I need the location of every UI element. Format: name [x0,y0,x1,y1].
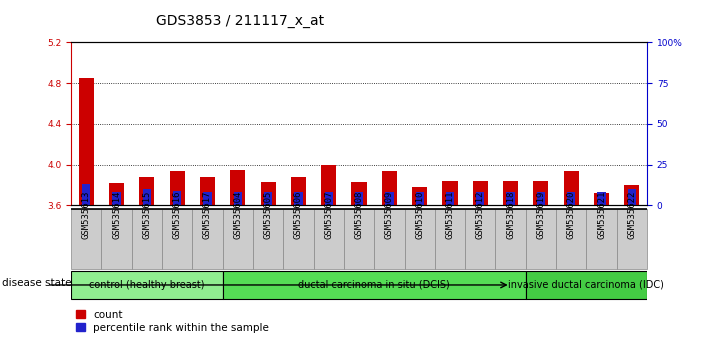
Text: GSM535616: GSM535616 [173,190,182,239]
Bar [533,181,548,205]
Text: invasive ductal carcinoma (IDC): invasive ductal carcinoma (IDC) [508,280,664,290]
Bar [82,184,90,205]
Bar [79,78,94,205]
Bar [597,192,606,205]
Text: GSM535605: GSM535605 [264,190,272,239]
Text: GSM535615: GSM535615 [142,190,151,239]
Bar [253,209,283,269]
Text: GSM535613: GSM535613 [82,190,91,239]
Bar [351,182,367,205]
Bar [173,191,181,205]
Text: GSM535608: GSM535608 [355,190,363,239]
Text: GSM535611: GSM535611 [446,190,454,239]
Text: GSM535607: GSM535607 [324,190,333,239]
Bar [537,192,545,205]
Bar [321,165,336,205]
Text: GSM535619: GSM535619 [536,190,545,239]
Text: disease state: disease state [2,278,72,289]
Bar [616,209,647,269]
Text: GSM535617: GSM535617 [203,190,212,239]
Bar [162,209,193,269]
Text: GSM535612: GSM535612 [476,190,485,239]
Bar [415,192,424,205]
Bar [139,177,154,205]
Text: GSM535621: GSM535621 [597,190,606,239]
Text: GSM535620: GSM535620 [567,190,576,239]
Bar [71,271,223,299]
Text: GDS3853 / 211117_x_at: GDS3853 / 211117_x_at [156,14,324,28]
Bar [473,181,488,205]
Bar [71,209,102,269]
Bar [109,183,124,205]
Bar [503,181,518,205]
Bar [344,209,374,269]
Bar [132,209,162,269]
Bar [314,209,344,269]
Bar [465,209,496,269]
Bar [624,185,639,205]
Bar [143,189,151,205]
Text: GSM535604: GSM535604 [233,190,242,239]
Bar [506,192,515,205]
Bar [496,209,525,269]
Bar [385,192,393,205]
Bar [382,171,397,205]
Legend: count, percentile rank within the sample: count, percentile rank within the sample [76,310,269,333]
Bar [264,192,272,205]
Bar [567,192,575,205]
Text: GSM535618: GSM535618 [506,190,515,239]
Text: control (healthy breast): control (healthy breast) [89,280,205,290]
Bar [102,209,132,269]
Bar [223,209,253,269]
Bar [355,192,363,205]
Text: ductal carcinoma in situ (DCIS): ductal carcinoma in situ (DCIS) [299,280,450,290]
Bar [223,271,525,299]
Bar [283,209,314,269]
Bar [628,189,636,205]
Bar [476,192,484,205]
Bar [203,192,212,205]
Bar [412,187,427,205]
Bar [435,209,465,269]
Text: GSM535606: GSM535606 [294,190,303,239]
Bar [446,192,454,205]
Bar [294,192,303,205]
Bar [525,209,556,269]
Bar [564,171,579,205]
Bar [587,209,616,269]
Bar [200,177,215,205]
Bar [112,192,121,205]
Bar [442,181,458,205]
Bar [234,192,242,205]
Bar [193,209,223,269]
Bar [260,182,276,205]
Bar [525,271,647,299]
Bar [230,170,245,205]
Text: GSM535622: GSM535622 [627,190,636,239]
Bar [325,192,333,205]
Bar [374,209,405,269]
Bar [556,209,587,269]
Text: GSM535610: GSM535610 [415,190,424,239]
Text: GSM535614: GSM535614 [112,190,121,239]
Text: GSM535609: GSM535609 [385,190,394,239]
Bar [170,171,185,205]
Bar [291,177,306,205]
Bar [594,193,609,205]
Bar [405,209,435,269]
